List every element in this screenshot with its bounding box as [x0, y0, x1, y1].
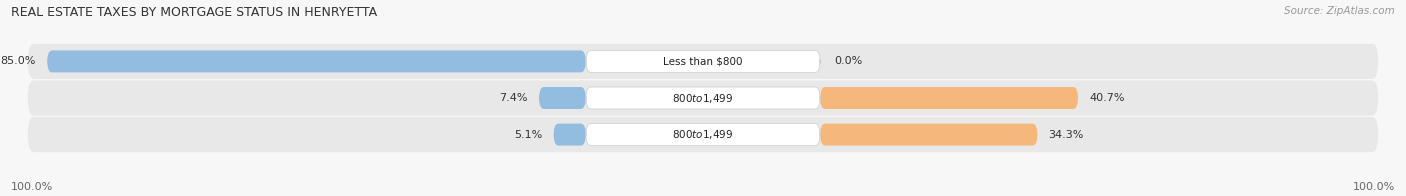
FancyBboxPatch shape [28, 80, 1378, 116]
Text: REAL ESTATE TAXES BY MORTGAGE STATUS IN HENRYETTA: REAL ESTATE TAXES BY MORTGAGE STATUS IN … [11, 6, 377, 19]
Text: 34.3%: 34.3% [1049, 130, 1084, 140]
FancyBboxPatch shape [820, 124, 1038, 146]
FancyBboxPatch shape [48, 50, 586, 72]
Text: $800 to $1,499: $800 to $1,499 [672, 128, 734, 141]
Text: 7.4%: 7.4% [499, 93, 529, 103]
FancyBboxPatch shape [28, 117, 1378, 152]
Text: Less than $800: Less than $800 [664, 56, 742, 66]
Text: 100.0%: 100.0% [11, 182, 53, 192]
Text: 100.0%: 100.0% [1353, 182, 1395, 192]
Text: 85.0%: 85.0% [1, 56, 37, 66]
Text: Source: ZipAtlas.com: Source: ZipAtlas.com [1284, 6, 1395, 16]
Text: $800 to $1,499: $800 to $1,499 [672, 92, 734, 104]
FancyBboxPatch shape [586, 87, 820, 109]
Text: 5.1%: 5.1% [515, 130, 543, 140]
FancyBboxPatch shape [586, 124, 820, 146]
Text: 0.0%: 0.0% [834, 56, 862, 66]
FancyBboxPatch shape [586, 50, 820, 72]
Text: 40.7%: 40.7% [1090, 93, 1125, 103]
FancyBboxPatch shape [554, 124, 586, 146]
FancyBboxPatch shape [538, 87, 586, 109]
FancyBboxPatch shape [28, 44, 1378, 79]
FancyBboxPatch shape [820, 87, 1078, 109]
